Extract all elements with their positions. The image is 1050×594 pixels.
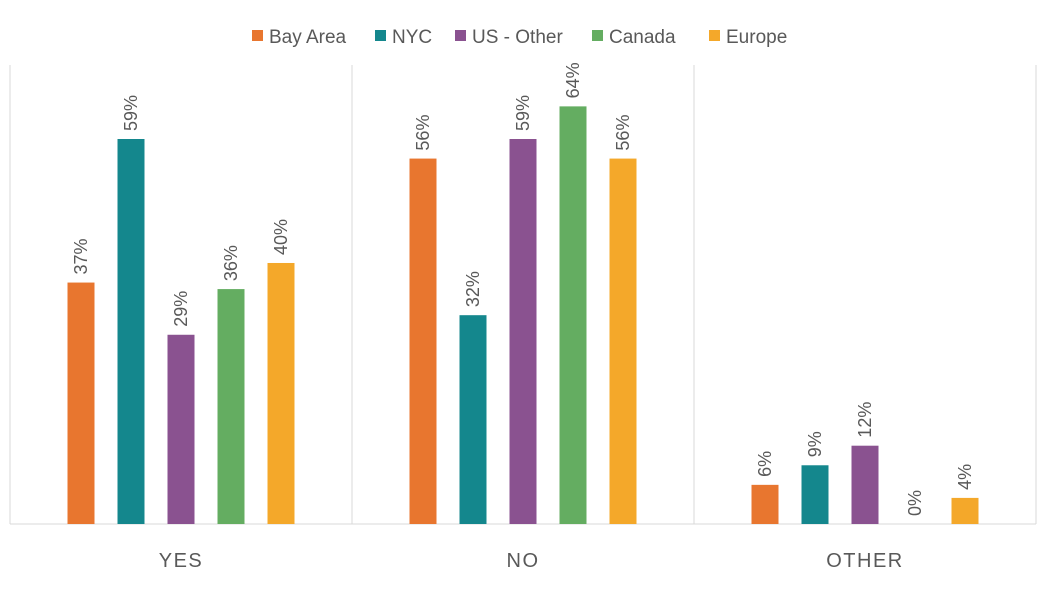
bar [217,289,245,524]
bar [167,334,195,524]
data-label: 40% [271,219,291,255]
data-label: 6% [755,451,775,477]
legend-label: US - Other [472,27,563,48]
data-label: 9% [805,431,825,457]
legend-swatch [709,30,720,41]
bar [117,139,145,524]
category-label: YES [159,550,204,572]
legend-swatch [592,30,603,41]
legend-label: Bay Area [269,27,347,48]
data-label: 4% [955,464,975,490]
bar [409,158,437,524]
category-label: NO [507,550,540,572]
legend: Bay Area NYC US - Other Canada Europe [252,27,787,48]
data-label: 29% [171,291,191,327]
data-label: 36% [221,245,241,281]
bar [951,497,979,524]
data-label: 59% [121,95,141,131]
legend-swatch [375,30,386,41]
bar [751,484,779,524]
legend-label: Europe [726,27,787,48]
bar [609,158,637,524]
bar [801,465,829,524]
bar [67,282,95,524]
data-label: 59% [513,95,533,131]
data-label: 56% [413,115,433,151]
bar [851,445,879,524]
legend-swatch [252,30,263,41]
legend-swatch [455,30,466,41]
data-label: 12% [855,402,875,438]
data-label: 64% [563,62,583,98]
bars [67,106,979,525]
bar [459,315,487,524]
legend-label: Canada [609,27,676,48]
data-label: 56% [613,115,633,151]
data-labels: 37% 59% 29% 36% 40% 56% 32% 59% 64% 56% 6% 9% 12% 0% 4… [71,62,975,516]
category-labels: YES NO OTHER [159,550,904,572]
data-label: 32% [463,271,483,307]
category-label: OTHER [826,550,904,572]
data-label: 37% [71,239,91,275]
bar [267,262,295,524]
bar [559,106,587,525]
bar [509,139,537,524]
legend-label: NYC [392,27,432,48]
data-label: 0% [905,490,925,516]
